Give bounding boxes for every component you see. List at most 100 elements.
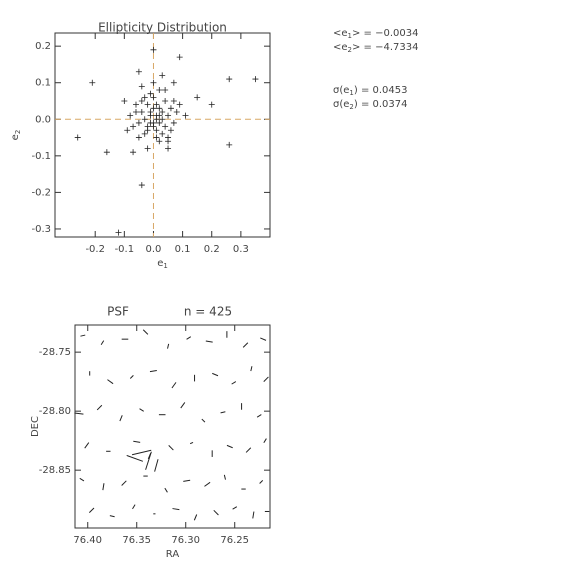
annotation: <e1> = −0.0034 xyxy=(333,28,418,40)
whisker xyxy=(131,449,152,456)
y-tick-label: -28.85 xyxy=(39,465,71,476)
x-axis-label: RA xyxy=(166,549,180,560)
whisker xyxy=(171,382,177,389)
marker xyxy=(153,127,160,134)
annotation-rest: ) = 0.0374 xyxy=(354,99,408,110)
annotation-text: σ(e xyxy=(333,99,349,110)
marker xyxy=(156,105,163,112)
chart-title: Ellipticity Distribution xyxy=(98,21,227,35)
x-tick-label: -0.1 xyxy=(115,244,135,255)
x-axis-label: e1 xyxy=(157,258,168,270)
whisker xyxy=(189,441,194,445)
y-tick-label: 0.0 xyxy=(35,114,51,125)
marker xyxy=(74,134,81,141)
marker xyxy=(127,112,134,119)
marker xyxy=(144,101,151,108)
whisker xyxy=(226,444,233,449)
marker xyxy=(144,127,151,134)
marker xyxy=(159,116,166,123)
marker xyxy=(252,76,259,83)
marker xyxy=(165,138,172,145)
marker xyxy=(130,149,137,156)
axis-label-text: e xyxy=(10,134,21,140)
whisker xyxy=(139,408,144,412)
marker xyxy=(115,229,122,236)
whisker xyxy=(142,329,149,335)
whisker xyxy=(129,375,134,379)
chart-title: PSF xyxy=(107,305,129,319)
whisker xyxy=(223,474,226,480)
marker xyxy=(150,94,157,101)
whisker xyxy=(154,459,159,472)
marker xyxy=(162,98,169,104)
whisker xyxy=(126,454,144,462)
marker xyxy=(138,83,145,90)
marker xyxy=(135,119,142,126)
marker xyxy=(226,76,233,83)
whisker xyxy=(149,369,157,373)
marker xyxy=(153,112,160,119)
y-tick-label: -28.80 xyxy=(39,406,71,417)
whisker xyxy=(119,415,123,422)
whisker xyxy=(260,337,267,341)
whisker xyxy=(172,508,180,511)
x-tick-label: 0.3 xyxy=(233,244,249,255)
whisker xyxy=(180,402,186,409)
whisker xyxy=(231,381,237,385)
whisker xyxy=(212,372,219,377)
annotation-text: <e xyxy=(333,28,348,39)
whisker xyxy=(193,514,198,521)
whisker xyxy=(133,440,141,443)
whisker xyxy=(100,340,105,346)
marker xyxy=(132,108,139,115)
marker xyxy=(170,119,177,126)
x-tick-label: -0.2 xyxy=(85,244,105,255)
y-tick-label: -28.75 xyxy=(39,347,71,358)
marker xyxy=(135,134,142,141)
y-axis-label: DEC xyxy=(30,416,41,437)
marker xyxy=(150,119,157,126)
whisker xyxy=(88,507,95,513)
annotation-sub: 2 xyxy=(349,103,353,111)
marker xyxy=(162,87,169,94)
y-axis-label: e2 xyxy=(10,130,22,141)
annotation-rest: > = −0.0034 xyxy=(352,28,418,39)
whisker xyxy=(252,511,255,519)
marker xyxy=(141,94,148,101)
whisker xyxy=(121,480,127,486)
axis-label-sub: 2 xyxy=(14,130,22,134)
marker xyxy=(226,141,233,148)
marker xyxy=(167,105,174,112)
y-tick-label: -0.3 xyxy=(31,224,51,235)
marker xyxy=(156,87,163,94)
whisker xyxy=(186,336,192,340)
whisker xyxy=(132,504,136,510)
marker xyxy=(208,101,215,108)
y-tick-label: -0.2 xyxy=(31,187,51,198)
x-tick-label: 76.35 xyxy=(122,535,151,546)
whisker xyxy=(263,376,269,382)
annotation-text: <e xyxy=(333,42,348,53)
whisker xyxy=(145,451,152,470)
whisker xyxy=(213,509,219,516)
whisker xyxy=(109,515,115,518)
marker xyxy=(165,145,172,152)
annotation: <e2> = −4.7334 xyxy=(333,42,418,54)
whisker xyxy=(263,438,267,444)
marker xyxy=(132,101,139,108)
marker xyxy=(147,108,154,115)
annotation: σ(e2) = 0.0374 xyxy=(333,99,408,111)
plot-frame xyxy=(74,324,271,529)
whisker xyxy=(74,412,84,415)
marker xyxy=(159,130,166,137)
marker xyxy=(138,98,145,104)
y-tick-label: -0.1 xyxy=(31,151,51,162)
y-tick-label: 0.2 xyxy=(35,41,51,52)
marker xyxy=(138,182,145,189)
axis-label-sub: 1 xyxy=(163,262,167,270)
axis-label-text: DEC xyxy=(30,416,41,437)
whisker xyxy=(250,366,253,372)
whisker xyxy=(220,411,226,414)
x-tick-label: 76.40 xyxy=(73,535,102,546)
